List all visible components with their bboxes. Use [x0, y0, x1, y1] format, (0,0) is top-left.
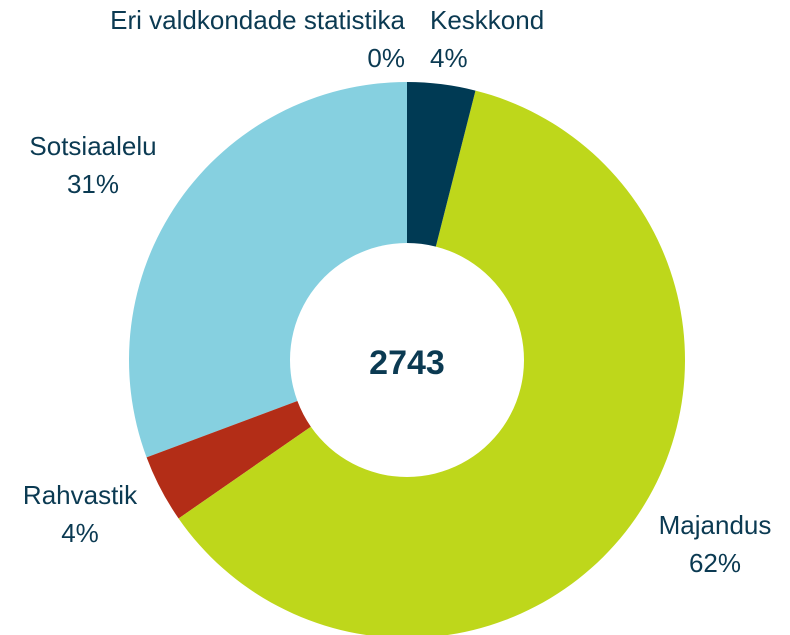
- donut-slice: [178, 90, 685, 635]
- slice-label: Rahvastik: [23, 480, 138, 510]
- slice-label: Majandus: [659, 510, 772, 540]
- center-label: 2743: [369, 344, 445, 382]
- slice-label: Keskkond: [430, 5, 544, 35]
- slice-value-label: 4%: [430, 43, 468, 73]
- slice-label: Eri valdkondade statistika: [110, 5, 405, 35]
- slice-value-label: 4%: [61, 518, 99, 548]
- slice-value-label: 31%: [67, 169, 119, 199]
- donut-slice: [129, 82, 407, 458]
- slice-value-label: 62%: [689, 548, 741, 578]
- slice-label: Sotsiaalelu: [29, 131, 156, 161]
- donut-slice: [146, 400, 311, 519]
- slice-value-label: 0%: [367, 43, 405, 73]
- donut-slice: [407, 82, 476, 247]
